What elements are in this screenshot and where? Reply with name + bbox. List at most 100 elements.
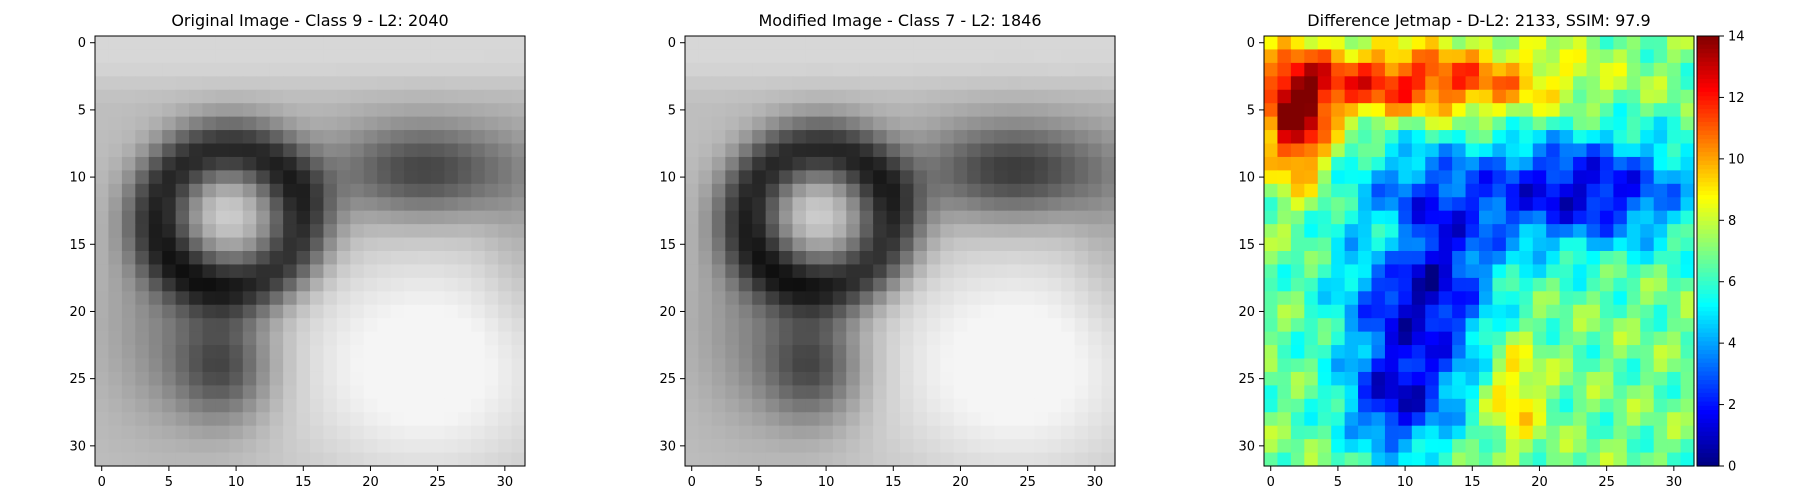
- heatmap-cell: [1290, 156, 1305, 171]
- heatmap-cell: [363, 425, 378, 440]
- heatmap-cell: [1304, 398, 1319, 413]
- heatmap-cell: [430, 264, 445, 279]
- heatmap-cell: [900, 62, 915, 77]
- heatmap-cell: [1586, 277, 1601, 292]
- heatmap-cell: [980, 183, 995, 198]
- heatmap-cell: [1546, 62, 1561, 77]
- heatmap-cell: [940, 331, 955, 346]
- heatmap-cell: [404, 237, 419, 252]
- heatmap-cell: [1358, 291, 1373, 306]
- heatmap-cell: [1290, 331, 1305, 346]
- heatmap-cell: [363, 304, 378, 319]
- heatmap-cell: [148, 49, 163, 64]
- heatmap-cell: [283, 170, 298, 185]
- heatmap-cell: [444, 264, 459, 279]
- heatmap-cell: [980, 237, 995, 252]
- heatmap-cell: [913, 331, 928, 346]
- heatmap-cell: [1680, 251, 1695, 266]
- heatmap-cell: [417, 291, 432, 306]
- colorbar-step: [1697, 229, 1719, 235]
- heatmap-cell: [1061, 224, 1076, 239]
- heatmap-cell: [404, 425, 419, 440]
- heatmap-cell: [444, 277, 459, 292]
- heatmap-cell: [994, 398, 1009, 413]
- heatmap-cell: [121, 62, 136, 77]
- heatmap-cell: [1613, 291, 1628, 306]
- heatmap-cell: [1088, 49, 1103, 64]
- heatmap-cell: [752, 264, 767, 279]
- heatmap-cell: [471, 237, 486, 252]
- heatmap-cell: [738, 277, 753, 292]
- colorbar-step: [1697, 311, 1719, 317]
- heatmap-cell: [417, 251, 432, 266]
- colorbar-step: [1697, 117, 1719, 123]
- heatmap-cell: [323, 130, 338, 145]
- heatmap-cell: [1088, 291, 1103, 306]
- heatmap-cell: [819, 89, 834, 104]
- heatmap-cell: [779, 318, 794, 333]
- heatmap-cell: [1626, 49, 1641, 64]
- heatmap-cell: [1061, 103, 1076, 118]
- heatmap-cell: [873, 439, 888, 454]
- heatmap-cell: [1398, 183, 1413, 198]
- heatmap-cell: [779, 385, 794, 400]
- heatmap-cell: [162, 304, 177, 319]
- heatmap-cell: [1519, 385, 1534, 400]
- heatmap-cell: [121, 385, 136, 400]
- heatmap-cell: [1640, 156, 1655, 171]
- heatmap-cell: [350, 331, 365, 346]
- heatmap-cell: [471, 62, 486, 77]
- heatmap-cell: [1277, 210, 1292, 225]
- heatmap-cell: [1653, 452, 1668, 467]
- heatmap-cell: [1505, 398, 1520, 413]
- heatmap-cell: [900, 197, 915, 212]
- heatmap-cell: [1626, 439, 1641, 454]
- heatmap-cell: [1492, 452, 1507, 467]
- heatmap-cell: [832, 371, 847, 386]
- colorbar-step: [1697, 268, 1719, 274]
- heatmap-cell: [1061, 331, 1076, 346]
- heatmap-cell: [202, 89, 217, 104]
- heatmap-cell: [846, 116, 861, 131]
- heatmap-cell: [323, 358, 338, 373]
- heatmap-cell: [738, 156, 753, 171]
- colorbar-step: [1697, 448, 1719, 454]
- heatmap-cell: [832, 156, 847, 171]
- heatmap-cell: [1613, 264, 1628, 279]
- heatmap-cell: [404, 170, 419, 185]
- heatmap-cell: [256, 156, 271, 171]
- heatmap-cell: [1344, 385, 1359, 400]
- heatmap-cell: [1331, 439, 1346, 454]
- heatmap-cell: [779, 89, 794, 104]
- heatmap-cell: [967, 210, 982, 225]
- heatmap-cell: [940, 291, 955, 306]
- heatmap-cell: [1371, 291, 1386, 306]
- heatmap-cell: [1411, 398, 1426, 413]
- heatmap-cell: [215, 371, 230, 386]
- heatmap-cell: [135, 304, 150, 319]
- heatmap-cell: [994, 130, 1009, 145]
- heatmap-cell: [417, 412, 432, 427]
- heatmap-cell: [215, 304, 230, 319]
- heatmap-cell: [1667, 156, 1682, 171]
- heatmap-cell: [323, 49, 338, 64]
- heatmap-cell: [202, 412, 217, 427]
- heatmap-cell: [953, 425, 968, 440]
- heatmap-cell: [256, 89, 271, 104]
- heatmap-cell: [1344, 116, 1359, 131]
- heatmap-cell: [886, 331, 901, 346]
- heatmap-cell: [765, 439, 780, 454]
- heatmap-cell: [711, 277, 726, 292]
- heatmap-cell: [175, 49, 190, 64]
- heatmap-cell: [1640, 170, 1655, 185]
- heatmap-cell: [1290, 398, 1305, 413]
- heatmap-cell: [471, 143, 486, 158]
- heatmap-cell: [913, 264, 928, 279]
- heatmap-cell: [202, 224, 217, 239]
- heatmap-cell: [819, 183, 834, 198]
- heatmap-cell: [498, 237, 513, 252]
- heatmap-cell: [967, 345, 982, 360]
- heatmap-cell: [711, 371, 726, 386]
- heatmap-cell: [873, 210, 888, 225]
- colorbar-step: [1697, 186, 1719, 192]
